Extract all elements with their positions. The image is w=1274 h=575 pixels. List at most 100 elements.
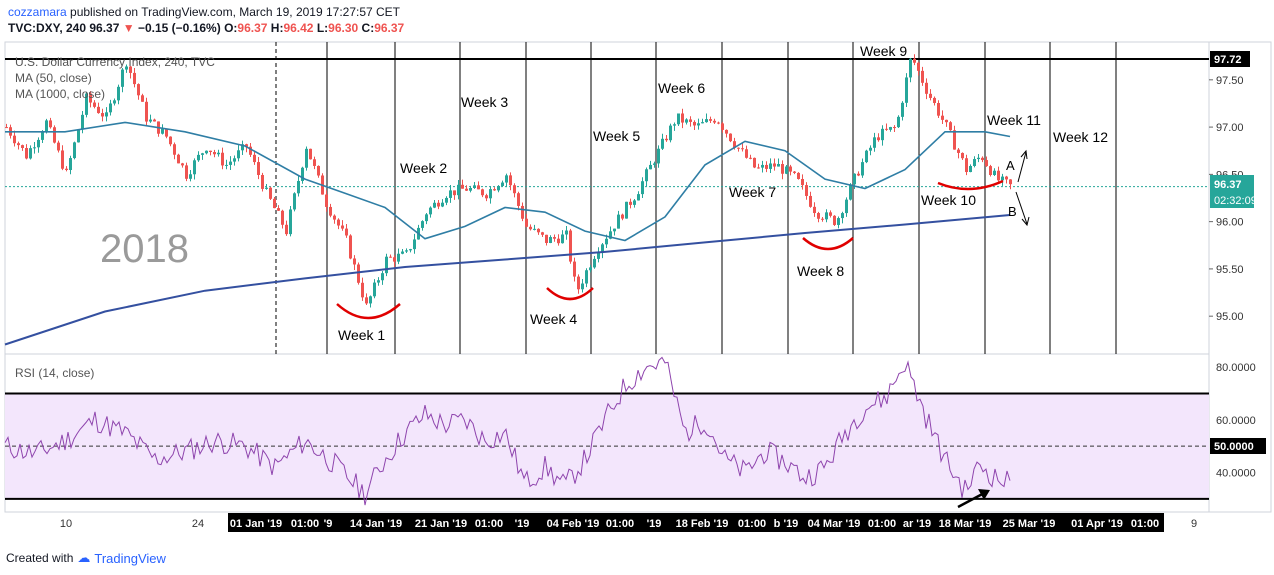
candle-body — [193, 160, 196, 175]
candle-body — [769, 163, 772, 169]
rsi-value-box — [1210, 438, 1266, 454]
candle-body — [629, 201, 632, 205]
candle-body — [289, 209, 292, 235]
candle-body — [661, 138, 664, 149]
y-tick-label: 95.00 — [1216, 311, 1244, 323]
candle-body — [937, 103, 940, 116]
arc-week10 — [937, 179, 1004, 191]
candle-body — [65, 168, 68, 171]
candle-body — [589, 267, 592, 271]
candle-body — [829, 212, 832, 216]
time-axis: 10 24 01 Jan '19 01:00 '9 14 Jan '19 21 Jan '1… — [60, 518, 1197, 530]
level-label: 97.72 — [1214, 54, 1242, 66]
candle-body — [497, 185, 500, 191]
x-tick-label: 01:00 — [606, 518, 634, 530]
candle-body — [761, 164, 764, 168]
x-tick-label: 01:00 — [868, 518, 896, 530]
candle-body — [873, 137, 876, 148]
ma1000-line — [4, 214, 1011, 346]
candle-body — [705, 119, 708, 123]
low-label: L: — [316, 21, 329, 35]
price-axis-frame — [1208, 41, 1272, 513]
price-pane-frame — [4, 41, 1210, 355]
candle-body — [101, 113, 104, 117]
candle-body — [369, 296, 372, 304]
candle-body — [109, 103, 112, 113]
candle-body — [313, 159, 316, 166]
candle-body — [409, 249, 412, 251]
x-tick-label: 10 — [60, 518, 72, 530]
rsi-tick-label: 80.0000 — [1216, 362, 1256, 374]
close-value: 96.37 — [374, 21, 405, 35]
candle-body — [813, 206, 816, 214]
candle-body — [341, 225, 344, 229]
candle-body — [353, 258, 356, 265]
publish-text: published on TradingView.com, March 19, … — [70, 5, 401, 19]
candle-body — [185, 165, 188, 179]
candle-body — [877, 137, 880, 141]
candle-body — [273, 198, 276, 209]
candle-body — [53, 127, 56, 143]
x-tick-label: '19 — [515, 518, 530, 530]
candle-body — [945, 119, 948, 123]
candle-body — [837, 218, 840, 225]
candle-body — [881, 128, 884, 141]
candle-body — [853, 173, 856, 185]
candle-body — [397, 253, 400, 262]
candle-body — [933, 97, 936, 104]
rsi-tick-label: 60.0000 — [1216, 415, 1256, 427]
price-title: U.S. Dollar Currency Index, 240, TVC — [15, 55, 215, 69]
candle-body — [549, 237, 552, 243]
arrow-b — [1015, 191, 1028, 225]
candle-body — [97, 106, 100, 114]
candle-body — [861, 162, 864, 176]
tradingview-link[interactable]: TradingView — [94, 550, 166, 566]
annotation-b: B — [1008, 204, 1017, 219]
candle-body — [145, 101, 148, 122]
candle-body — [733, 141, 736, 148]
candle-body — [249, 146, 252, 155]
author-link[interactable]: cozzamara — [8, 5, 67, 19]
candle-body — [677, 113, 680, 125]
x-tick-label: 04 Feb '19 — [547, 518, 600, 530]
candle-body — [277, 208, 280, 211]
candle-body — [601, 244, 604, 253]
week-label: Week 9 — [860, 43, 907, 59]
candle-body — [985, 160, 988, 167]
candle-body — [477, 185, 480, 190]
candle-body — [1001, 176, 1004, 181]
candle-body — [461, 184, 464, 189]
candle-body — [481, 189, 484, 196]
candle-body — [21, 145, 24, 148]
candle-body — [981, 157, 984, 161]
candle-body — [493, 189, 496, 191]
ma50-line — [5, 121, 1011, 242]
y-tick-label: 97.50 — [1216, 75, 1244, 87]
candle-body — [941, 115, 944, 120]
y-tick-label: 96.00 — [1216, 217, 1244, 229]
x-tick-label: 14 Jan '19 — [350, 518, 402, 530]
candle-body — [741, 148, 744, 150]
candle-body — [241, 144, 244, 151]
x-tick-label: 04 Mar '19 — [808, 518, 861, 530]
candle-body — [153, 119, 156, 122]
candle-body — [389, 256, 392, 258]
candle-body — [693, 121, 696, 126]
high-label: H: — [270, 21, 284, 35]
publish-info: cozzamara published on TradingView.com, … — [8, 5, 400, 19]
candle-body — [209, 150, 212, 153]
candle-body — [173, 144, 176, 155]
x-tick-label: 18 Mar '19 — [939, 518, 992, 530]
candle-body — [857, 173, 860, 176]
candle-body — [317, 165, 320, 176]
candle-body — [593, 258, 596, 268]
candle-body — [373, 282, 376, 297]
candle-body — [685, 119, 688, 123]
x-tick-label: 01:00 — [738, 518, 766, 530]
candle-body — [613, 228, 616, 232]
candle-body — [673, 124, 676, 126]
candle-body — [821, 218, 824, 220]
candle-body — [765, 164, 768, 169]
candle-body — [525, 218, 528, 227]
